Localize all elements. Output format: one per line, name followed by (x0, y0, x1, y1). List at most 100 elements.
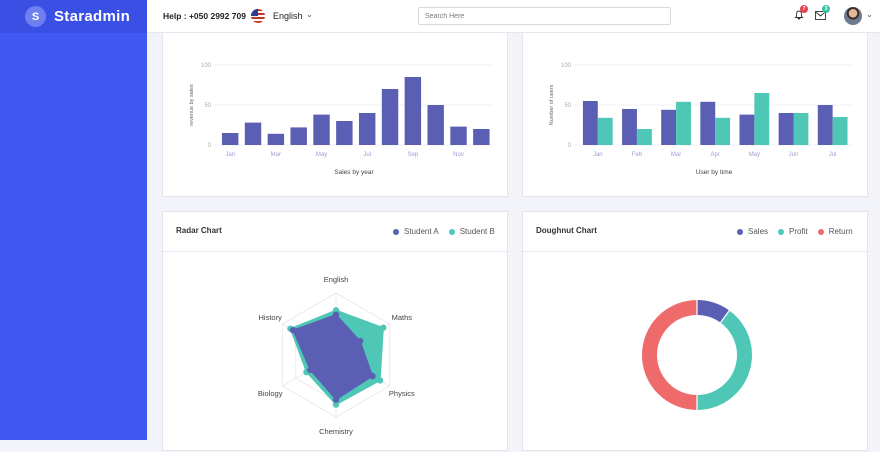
bar (832, 117, 848, 145)
notification-badge: 7 (800, 5, 808, 13)
card-divider (523, 251, 867, 252)
bar (739, 114, 755, 145)
y-tick-label: 100 (201, 63, 212, 69)
bar (676, 101, 691, 145)
bar (661, 109, 677, 145)
topbar: Help : +050 2992 709 English ⌄ 7 3 ⌄ (147, 0, 880, 33)
bar (404, 77, 422, 145)
y-tick-label: 0 (568, 143, 572, 149)
legend-dot (817, 228, 824, 235)
slice-separator (720, 310, 730, 323)
radar-point (376, 377, 384, 384)
legend-dot (737, 228, 743, 235)
avatar[interactable] (844, 7, 862, 25)
x-tick-label: Jun (789, 152, 799, 158)
y-axis-label: Number of users (549, 84, 555, 125)
bar (450, 126, 467, 145)
legend-label: Profit (789, 227, 808, 236)
radar-point (332, 396, 340, 403)
mail-icon[interactable] (815, 11, 826, 20)
legend-dot (393, 228, 399, 235)
radar-point (332, 311, 340, 318)
legend-dot (778, 228, 785, 235)
bar (313, 114, 330, 145)
sidebar (0, 33, 147, 440)
users-bar-chart-card: 0 50 100 Number of users Jan Feb Mar Apr May Jun J… (522, 33, 868, 197)
radar-point (369, 372, 376, 380)
language-selector[interactable]: English (273, 11, 303, 21)
doughnut-chart-card: Doughnut Chart Sales Profit Return (522, 211, 868, 451)
y-tick-label: 0 (208, 143, 212, 149)
legend-item[interactable]: Profit (778, 227, 808, 236)
x-tick-label: Sep (408, 152, 419, 158)
search-input[interactable] (418, 7, 671, 25)
brand[interactable]: S Staradmin (0, 0, 147, 33)
users-bar-chart: 0 50 100 Number of users Jan Feb Mar Apr May Jun J… (549, 63, 853, 176)
x-tick-label: Nov (453, 152, 464, 158)
bar (754, 93, 770, 145)
legend-label: Student B (459, 227, 495, 236)
message-badge: 3 (822, 5, 830, 13)
card-title: Doughnut Chart (536, 226, 597, 235)
radar-chart: English Maths Physics Chemistry Biology Histo… (258, 275, 415, 436)
legend-item[interactable]: Student B (448, 227, 495, 236)
bar (622, 109, 637, 145)
chevron-down-icon[interactable]: ⌄ (866, 10, 873, 19)
legend-item[interactable]: Return (817, 227, 853, 236)
radar-axis-label: English (324, 275, 349, 284)
x-tick-label: May (749, 152, 760, 158)
legend-dot (448, 228, 455, 235)
x-tick-label: Apr (711, 152, 720, 158)
chevron-down-icon[interactable]: ⌄ (306, 10, 313, 19)
x-axis-label: Sales by year (334, 169, 374, 176)
legend-label: Sales (748, 227, 769, 236)
sales-bar-chart: 0 50 100 revenue by sales Jan Mar May Jul Sep Nov… (189, 63, 493, 176)
bar (267, 133, 285, 145)
y-tick-label: 50 (204, 103, 211, 109)
bar (336, 121, 353, 145)
us-flag-icon[interactable] (251, 9, 265, 23)
radar-point (380, 324, 387, 331)
radar-axis-label: History (259, 313, 283, 322)
card-title: Radar Chart (176, 226, 222, 235)
radar-axis-label: Biology (258, 389, 283, 398)
x-tick-label: Jan (225, 152, 235, 158)
legend-item[interactable]: Sales (737, 227, 768, 236)
bar (427, 105, 444, 145)
x-axis-label: User by time (696, 169, 733, 176)
doughnut-legend: Sales Profit Return (737, 227, 853, 236)
bar (244, 122, 262, 145)
radar-point (307, 366, 314, 374)
bar (290, 127, 307, 145)
y-axis-label: revenue by sales (189, 84, 195, 126)
bar (778, 113, 794, 145)
radar-point (289, 327, 297, 334)
radar-axis-label: Physics (389, 389, 415, 398)
bar (358, 113, 376, 145)
x-tick-label: Mar (671, 152, 681, 158)
bar (817, 105, 833, 145)
bar (221, 133, 239, 145)
x-tick-label: Jul (829, 152, 837, 158)
bar (473, 129, 490, 145)
bar (582, 101, 598, 145)
radar-chart-card: Radar Chart Student A Student B English M… (162, 211, 508, 451)
bar (700, 101, 716, 145)
doughnut-chart (642, 300, 752, 410)
radar-legend: Student A Student B (393, 227, 495, 236)
x-tick-label: Mar (271, 152, 281, 158)
legend-label: Student A (404, 227, 439, 236)
x-tick-label: Jan (593, 152, 603, 158)
sales-bar-chart-card: 0 50 100 revenue by sales Jan Mar May Jul Sep Nov… (162, 33, 508, 197)
radar-axis-label: Chemistry (319, 427, 353, 436)
radar-point (356, 337, 364, 345)
brand-name: Staradmin (54, 8, 131, 25)
legend-item[interactable]: Student A (393, 227, 439, 236)
legend-label: Return (828, 227, 853, 236)
bar (636, 129, 652, 145)
bar (793, 113, 809, 145)
y-tick-label: 50 (564, 103, 571, 109)
x-tick-label: May (316, 152, 327, 158)
help-phone: Help : +050 2992 709 (163, 11, 246, 21)
x-tick-label: Feb (632, 152, 643, 158)
